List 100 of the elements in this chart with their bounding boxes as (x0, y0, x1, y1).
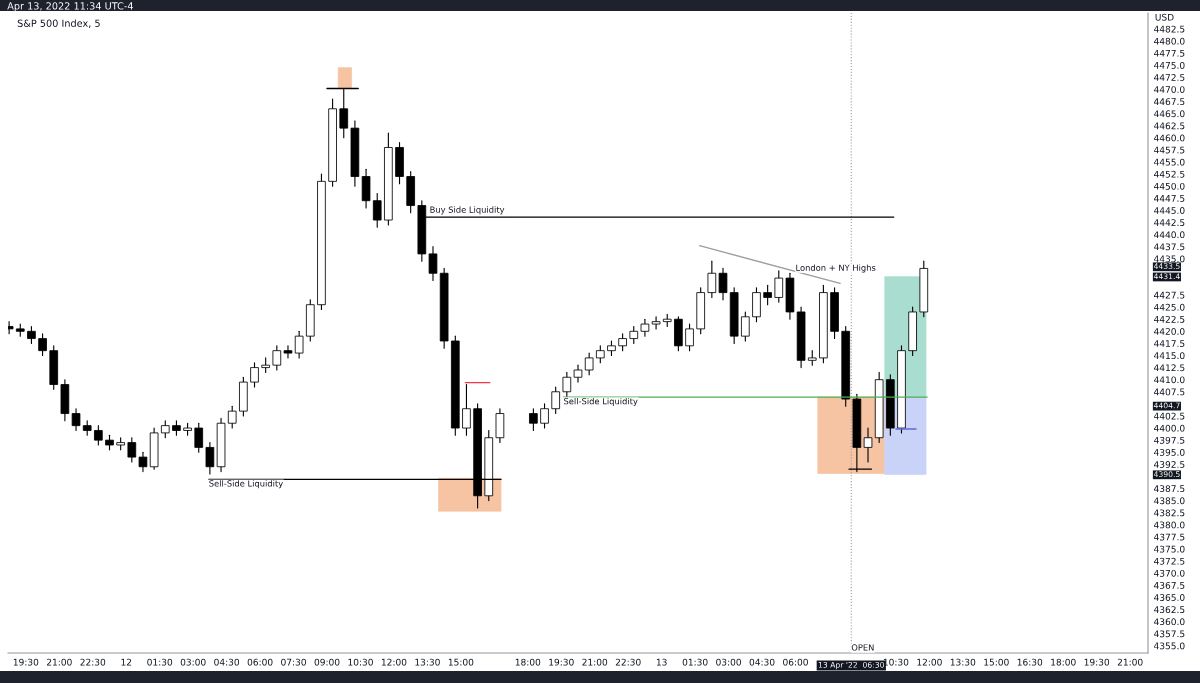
candlestick (540, 403, 549, 429)
x-tick-label: 09:00 (314, 658, 340, 666)
y-tick-label: 4370.0 (1154, 569, 1185, 577)
candlestick (294, 330, 304, 359)
y-tick-label: 4360.0 (1154, 618, 1185, 626)
y-tick-label: 4467.5 (1154, 98, 1185, 106)
candlestick (283, 345, 293, 359)
y-tick-label: 4385.0 (1154, 497, 1185, 505)
annotation: Sell-Side Liquidity (209, 480, 283, 489)
candlestick (38, 333, 47, 357)
candlestick (372, 192, 382, 228)
candlestick (250, 362, 259, 388)
x-tick-label: 22:30 (80, 658, 106, 666)
x-tick-label: 21:00 (46, 658, 72, 666)
y-tick-label: 4460.0 (1154, 134, 1185, 142)
y-tick-label: 4355.0 (1154, 642, 1185, 650)
x-tick-label: 18:00 (1051, 658, 1076, 666)
candlestick (462, 383, 471, 436)
candlestick (863, 427, 873, 463)
y-tick-label: 4365.0 (1154, 594, 1185, 601)
candlestick (718, 267, 728, 301)
x-tick-label: 01:30 (682, 658, 708, 666)
y-tick-label: 4400.0 (1154, 424, 1185, 432)
candlestick (551, 386, 561, 415)
x-tick-label: 15:00 (984, 658, 1009, 666)
y-tick-label: 4450.0 (1154, 182, 1185, 190)
candlestick (740, 311, 750, 342)
x-tick-label: 04:30 (749, 658, 775, 666)
x-tick-label: 21:00 (1117, 658, 1143, 666)
annotation: London + NY Highs (796, 264, 876, 273)
candlestick (707, 260, 717, 298)
x-tick-label: 06:00 (783, 658, 808, 666)
y-tick-label: 4392.5 (1154, 461, 1185, 468)
y-tick-label: 4375.0 (1154, 545, 1185, 553)
x-tick-label: 06:00 (247, 658, 273, 666)
x-tick-label: 19:30 (1084, 658, 1110, 666)
y-tick-label: 4457.5 (1154, 146, 1185, 154)
y-tick-label: 4480.0 (1154, 37, 1185, 45)
candlestick (685, 323, 694, 352)
y-tick-label: 4395.0 (1154, 448, 1185, 456)
x-tick-label: 03:00 (180, 658, 206, 666)
y-tick-label: 4425.0 (1154, 303, 1185, 311)
candlestick (763, 284, 772, 306)
x-tick-label: 04:30 (214, 658, 240, 666)
annotation: OPEN (851, 644, 874, 651)
y-tick-label: 4437.5 (1154, 243, 1185, 251)
candlestick (71, 408, 81, 432)
y-tick-label: 4482.5 (1154, 25, 1185, 33)
x-tick-label: 13:30 (415, 658, 440, 666)
text: S&P 500 Index, 5 (17, 19, 100, 28)
candlestick (205, 442, 215, 475)
y-tick-label: 4412.5 (1154, 364, 1185, 372)
x-tick-label: 22:30 (615, 658, 641, 666)
y-tick-label: 4422.5 (1154, 315, 1185, 323)
x-tick-label: 13:30 (950, 658, 976, 666)
y-tick-label: 4357.5 (1154, 630, 1185, 638)
y-tick-label: 4455.0 (1154, 158, 1185, 166)
candlestick (272, 345, 282, 371)
annotation: Sell-Side Liquidity (564, 397, 638, 406)
y-tick-label: 4440.0 (1154, 231, 1185, 239)
x-tick-label: 19:30 (13, 658, 39, 666)
y-tick-label: 4362.5 (1154, 606, 1185, 614)
x-tick-label: 19:30 (549, 658, 574, 666)
x-tick-label: 10:30 (883, 658, 909, 666)
x-tick-label: 10:30 (348, 658, 373, 666)
x-tick-label: 21:00 (582, 658, 608, 666)
annotation: Buy Side Liquidity (430, 206, 505, 215)
y-tick-label: 4475.0 (1154, 61, 1185, 69)
y-tick-label: 4367.5 (1154, 582, 1185, 589)
y-tick-label: 4442.5 (1154, 219, 1185, 227)
y-tick-label: 4465.0 (1154, 110, 1185, 118)
candlestick (774, 270, 784, 303)
candlestick (584, 352, 594, 376)
candlestick (651, 316, 661, 330)
x-tick-label: 16:30 (1017, 658, 1043, 666)
y-tick-label: 4377.5 (1154, 533, 1185, 541)
candlestick (529, 408, 538, 432)
candlestick (194, 422, 204, 453)
x-tick-label: 01:30 (147, 658, 173, 666)
y-tick-label: 4472.5 (1154, 74, 1185, 81)
x-tick-label: 07:30 (281, 658, 306, 666)
x-tick-label: 03:00 (716, 658, 741, 666)
candlestick (94, 425, 103, 446)
y-tick-label: 4452.5 (1154, 170, 1185, 178)
y-tick-label: 4397.5 (1154, 436, 1185, 444)
candlestick (138, 451, 148, 473)
x-tick-label: 15:00 (448, 658, 474, 666)
x-tick-label: 12:00 (917, 658, 942, 666)
y-tick-label: 4415.0 (1154, 352, 1185, 360)
y-tick-label: 4410.0 (1154, 376, 1185, 384)
y-tick-label: 4372.5 (1154, 557, 1185, 565)
y-tick-label: 4435.0 (1154, 255, 1185, 263)
y-tick-label: 4445.0 (1154, 207, 1185, 214)
y-tick-label: 4427.5 (1154, 291, 1185, 299)
candlestick (428, 246, 438, 282)
y-tick-label: 4417.5 (1154, 340, 1185, 347)
x-tick-label: 18:00 (515, 658, 541, 666)
y-tick-label: 4387.5 (1154, 485, 1185, 493)
y-tick-label: 4470.0 (1154, 86, 1185, 93)
y-axis-title: USD (1155, 13, 1174, 21)
